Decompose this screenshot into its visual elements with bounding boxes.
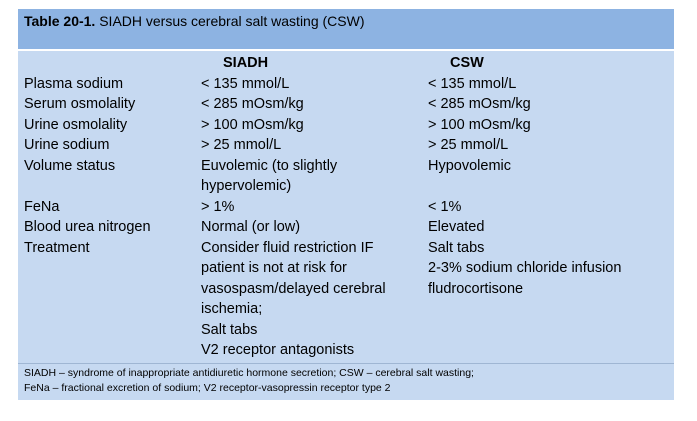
cell-csw: Hypovolemic [428,156,674,197]
cell-line: 2-3% sodium chloride infusion [428,260,622,276]
row-label: Urine osmolality [24,116,128,133]
cell-line: V2 receptor antagonists [201,342,355,358]
cell-line: hypervolemic) [201,178,292,194]
cell-line: fludrocortisone [428,280,524,297]
cell-line: > 100 mOsm/kg [201,116,304,133]
cell-siadh: > 100 mOsm/kg [201,115,428,136]
table-row: Plasma sodium < 135 mmol/L < 135 mmol/L [18,74,674,95]
cell-line: Normal (or low) [201,219,301,235]
table-caption: SIADH versus cerebral salt wasting (CSW) [95,13,365,29]
table-title: Table 20-1. SIADH versus cerebral salt w… [18,9,674,49]
cell-siadh: < 135 mmol/L [201,74,428,95]
row-label: Plasma sodium [24,75,124,92]
header-row: SIADH CSW [18,53,674,74]
table-row: FeNa > 1% < 1% [18,197,674,218]
table-row: Volume status Euvolemic (to slightly hyper… [18,156,674,197]
cell-line: < 285 mOsm/kg [201,96,304,112]
cell-line: vasospasm/delayed cerebral [201,280,386,297]
cell-siadh: Euvolemic (to slightly hypervolemic) [201,156,428,197]
cell-line: patient is not at risk for [201,260,347,276]
table-number: Table 20-1. [24,13,96,29]
cell-line: > 25 mmol/L [428,137,509,153]
row-label: Volume status [24,157,116,174]
table-row: Urine osmolality > 100 mOsm/kg > 100 mOsm/… [18,115,674,136]
cell-line: Salt tabs [201,321,258,338]
cell-siadh: > 1% [201,197,428,218]
cell-line: < 135 mmol/L [428,75,517,92]
row-label: Urine sodium [24,137,110,153]
cell-line: < 285 mOsm/kg [428,96,531,112]
cell-line: Salt tabs [428,239,485,256]
footnote-line: SIADH – syndrome of inappropriate antidi… [24,366,474,379]
table-row: Treatment Consider fluid restriction IF pa… [18,238,674,361]
header-cell-csw: CSW [450,55,484,71]
cell-line: Hypovolemic [428,157,511,174]
cell-siadh: Normal (or low) [201,217,428,238]
cell-siadh: Consider fluid restriction IF patient is … [201,238,428,361]
footnote-line: FeNa – fractional excretion of sodium; V… [24,381,391,394]
row-label: FeNa [24,198,60,215]
table-footnotes: SIADH – syndrome of inappropriate antidi… [18,362,674,400]
cell-csw: > 100 mOsm/kg [428,115,674,136]
cell-line: > 1% [201,198,235,215]
cell-csw: > 25 mmol/L [428,135,674,156]
cell-line: < 135 mmol/L [201,75,290,92]
header-cell-siadh: SIADH [223,55,269,71]
row-label: Serum osmolality [24,96,136,112]
cell-siadh: > 25 mmol/L [201,135,428,156]
cell-line: > 25 mmol/L [201,137,282,153]
table-row: Blood urea nitrogen Normal (or low) Elevat… [18,217,674,238]
cell-csw: Salt tabs 2-3% sodium chloride infusion fl… [428,238,674,361]
cell-line: Consider fluid restriction IF [201,239,374,256]
title-divider [18,49,674,51]
row-label: Treatment [24,239,90,256]
cell-csw: < 1% [428,197,674,218]
cell-siadh: < 285 mOsm/kg [201,94,428,115]
cell-csw: < 135 mmol/L [428,74,674,95]
table-row: Urine sodium > 25 mmol/L > 25 mmol/L [18,135,674,156]
cell-csw: < 285 mOsm/kg [428,94,674,115]
table-rows: Plasma sodium < 135 mmol/L < 135 mmol/L Ser… [18,74,674,361]
cell-line: < 1% [428,198,462,215]
header-cell-parameter [18,53,201,74]
cell-line: Elevated [428,219,485,235]
data-table: Table 20-1. SIADH versus cerebral salt w… [18,9,674,400]
table-row: Serum osmolality < 285 mOsm/kg < 285 mOsm/… [18,94,674,115]
cell-line: ischemia; [201,301,263,317]
row-label: Blood urea nitrogen [24,219,151,235]
cell-line: Euvolemic (to slightly [201,157,338,174]
cell-line: > 100 mOsm/kg [428,116,531,133]
cell-csw: Elevated [428,217,674,238]
table-body: SIADH CSW Plasma sodium < 135 mmol/L < 135… [18,51,674,363]
